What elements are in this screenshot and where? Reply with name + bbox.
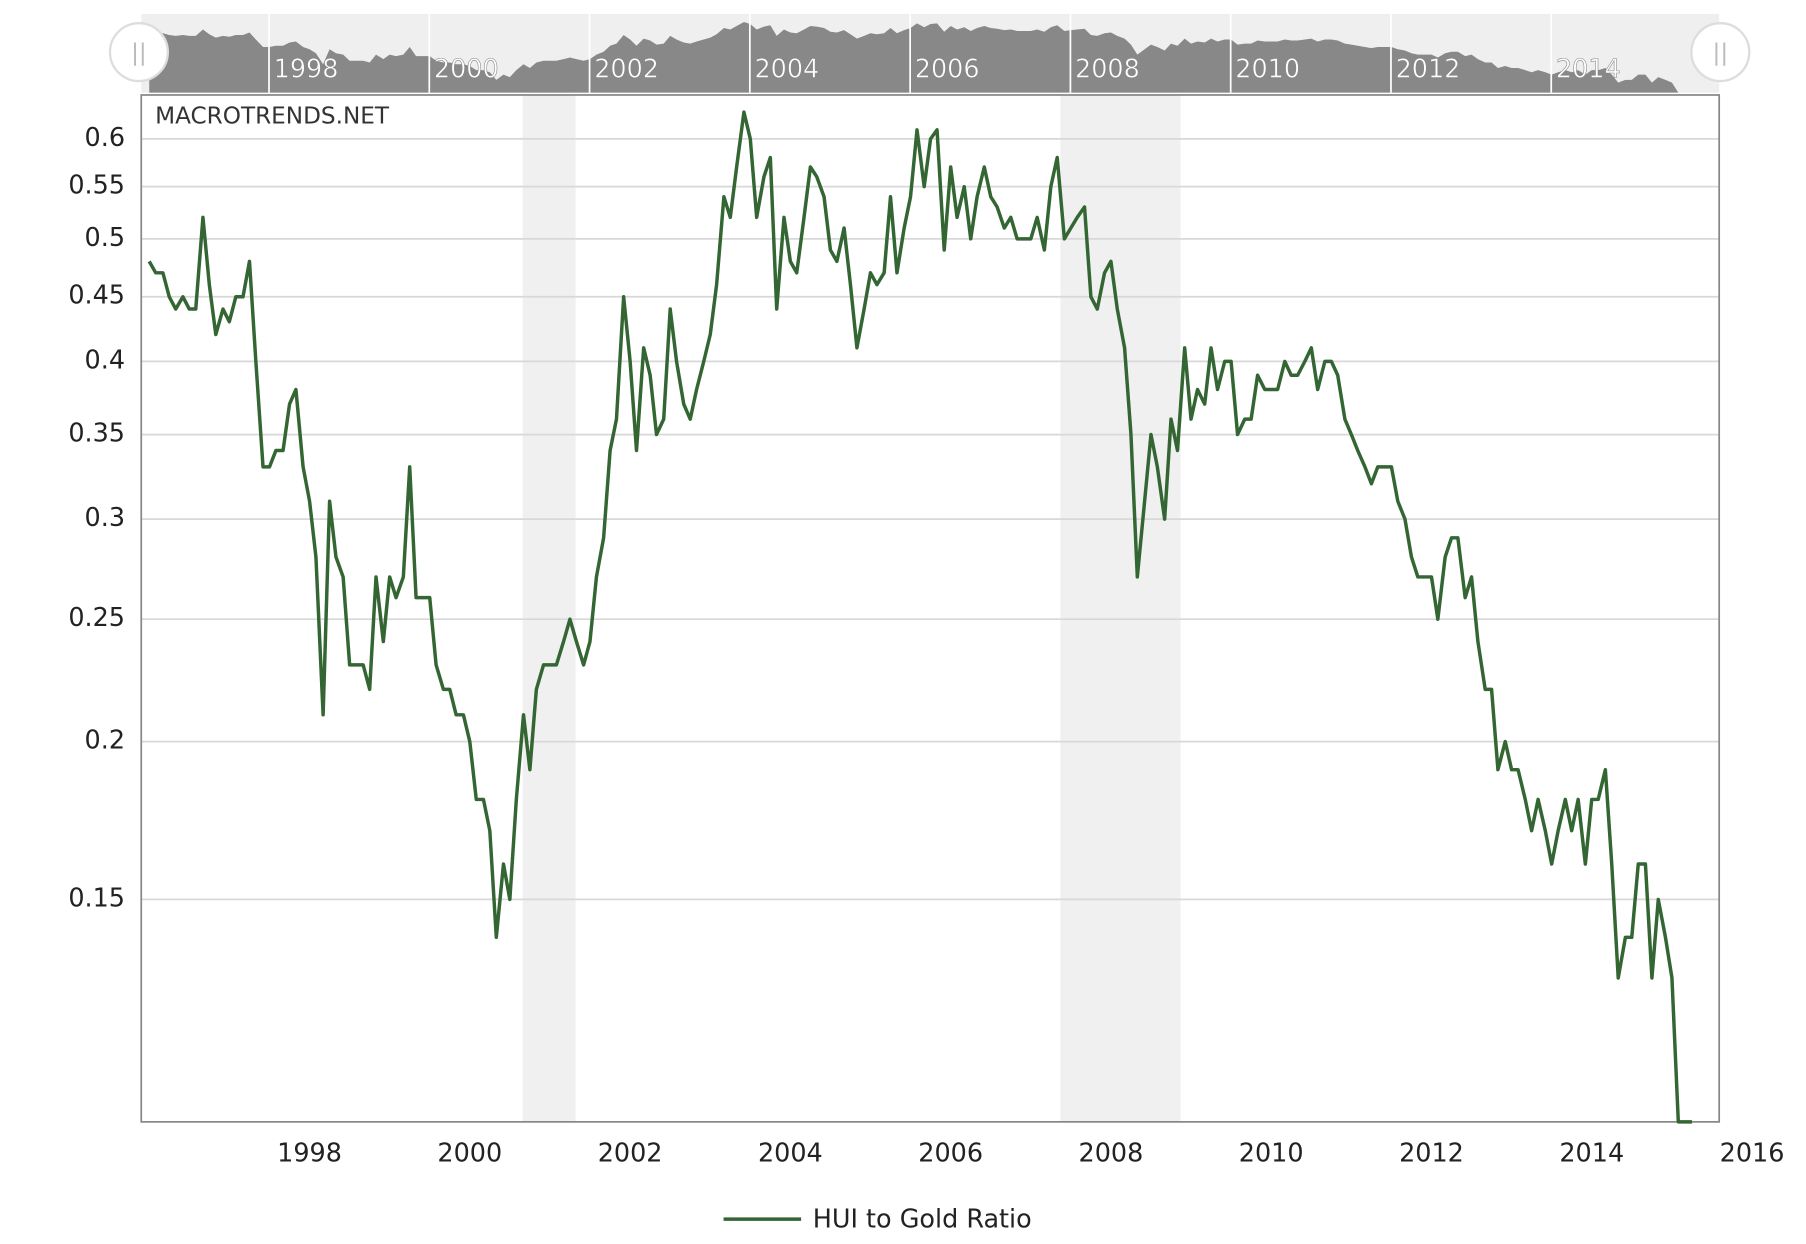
x-tick-label: 2012 <box>1399 1138 1464 1168</box>
navigator-label: 2006 <box>915 55 980 85</box>
y-tick-label: 0.4 <box>85 345 125 375</box>
y-tick-label: 0.6 <box>85 123 125 153</box>
navigator-label: 1998 <box>274 55 339 85</box>
y-tick-label: 0.2 <box>85 726 125 756</box>
navigator-label: 2002 <box>594 55 659 85</box>
x-tick-label: 2010 <box>1239 1138 1304 1168</box>
navigator-label: 2014 <box>1556 55 1621 85</box>
navigator-label: 2008 <box>1075 55 1140 85</box>
recession-band <box>522 94 576 1122</box>
x-tick-label: 2008 <box>1079 1138 1144 1168</box>
plot-border <box>140 94 1721 1123</box>
svg-text:||: || <box>131 40 147 66</box>
x-tick-label: 2006 <box>918 1138 983 1168</box>
x-tick-label: 2000 <box>437 1138 502 1168</box>
navigator-handle-right[interactable]: || <box>1690 22 1751 83</box>
y-tick-label: 0.15 <box>68 883 125 913</box>
series-line <box>147 110 1692 1124</box>
navigator-label: 2004 <box>754 55 819 85</box>
navigator-label: 2010 <box>1235 55 1300 85</box>
navigator-label: 2012 <box>1396 55 1461 85</box>
navigator-handle-left[interactable]: || <box>108 22 170 83</box>
y-tick-label: 0.45 <box>68 281 125 311</box>
navigator: 1998 2000 2002 2004 2006 2008 2010 2012 2014 <box>149 13 1692 93</box>
y-tick-label: 0.5 <box>85 223 125 253</box>
y-tick-label: 0.3 <box>85 503 125 533</box>
navigator-label: 2000 <box>434 55 499 85</box>
x-tick-label: 1998 <box>277 1138 342 1168</box>
y-tick-label: 0.55 <box>68 171 125 201</box>
x-tick-label: 2004 <box>758 1138 823 1168</box>
plot: 0.15 0.2 0.25 0.3 0.35 0.4 0.45 0.5 0.55 0.6 1998 2… <box>68 94 1785 1168</box>
x-tick-label: 2014 <box>1559 1138 1624 1168</box>
recession-band <box>1060 94 1181 1122</box>
x-tick-label: 2016 <box>1720 1138 1785 1168</box>
y-tick-label: 0.35 <box>68 419 125 449</box>
legend-label[interactable]: HUI to Gold Ratio <box>813 1204 1032 1234</box>
navigator-area <box>149 22 1692 93</box>
x-tick-label: 2002 <box>598 1138 663 1168</box>
watermark: MACROTRENDS.NET <box>155 103 390 129</box>
y-tick-label: 0.25 <box>68 603 125 633</box>
svg-text:||: || <box>1713 40 1729 66</box>
